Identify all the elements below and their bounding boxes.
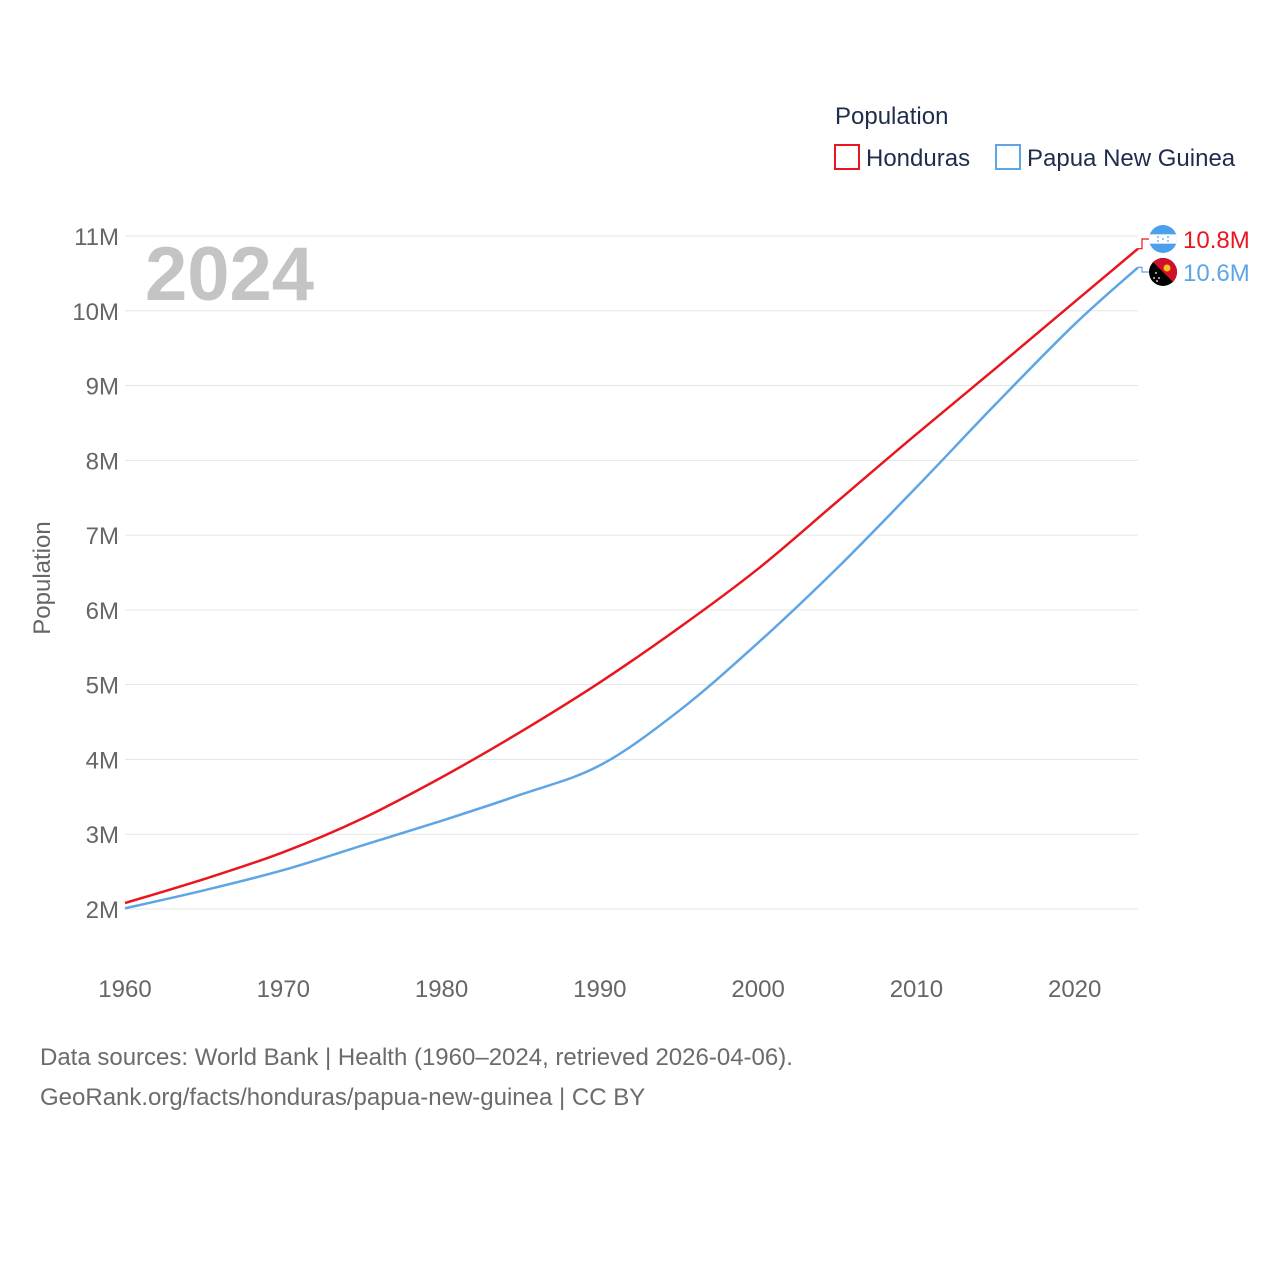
series-lines <box>124 247 1139 910</box>
y-tick-label: 6M <box>86 598 119 625</box>
y-tick-label: 4M <box>86 747 119 774</box>
y-tick-label: 11M <box>74 224 119 251</box>
series-line-honduras[interactable] <box>124 247 1139 905</box>
legend-label-honduras: Honduras <box>866 145 970 172</box>
legend-item-papua-new-guinea[interactable]: Papua New Guinea <box>995 144 1236 172</box>
x-tick-label: 1960 <box>98 976 151 1003</box>
legend-label-papua-new-guinea: Papua New Guinea <box>1027 145 1236 172</box>
data-source-note: Data sources: World Bank | Health (1960–… <box>40 1044 793 1071</box>
legend-title: Population <box>835 103 948 130</box>
y-axis-ticks: 2M 3M 4M 5M 6M 7M 8M 9M 10M 11M <box>72 224 119 924</box>
end-markers: 10.8M 10.6M <box>1138 225 1250 287</box>
x-tick-label: 1970 <box>257 976 310 1003</box>
flag-icon-papua-new-guinea <box>1149 258 1177 286</box>
y-tick-label: 2M <box>86 897 119 924</box>
year-watermark: 2024 <box>145 232 314 317</box>
x-tick-label: 1990 <box>573 976 626 1003</box>
y-tick-label: 8M <box>86 448 119 475</box>
x-tick-label: 1980 <box>415 976 468 1003</box>
y-axis-label: Population <box>29 521 56 634</box>
legend-item-honduras[interactable]: Honduras <box>834 144 970 172</box>
x-tick-label: 2000 <box>731 976 784 1003</box>
end-connector <box>1138 238 1150 250</box>
end-value-papua-new-guinea: 10.6M <box>1183 260 1250 287</box>
source-url[interactable]: GeoRank.org/facts/honduras/papua-new-gui… <box>40 1084 646 1111</box>
legend-swatch-papua-new-guinea <box>995 144 1021 170</box>
gridlines <box>125 235 1138 910</box>
legend-swatch-honduras <box>834 144 860 170</box>
y-tick-label: 5M <box>86 673 119 700</box>
y-tick-label: 7M <box>86 523 119 550</box>
flag-icon-honduras <box>1149 225 1177 253</box>
x-tick-label: 2020 <box>1048 976 1101 1003</box>
y-tick-label: 3M <box>86 822 119 849</box>
series-line-papua-new-guinea[interactable] <box>124 266 1139 910</box>
end-connector <box>1138 266 1150 273</box>
y-tick-label: 9M <box>86 374 119 401</box>
x-axis-ticks: 1960 1970 1980 1990 2000 2010 2020 <box>98 976 1101 1003</box>
legend: Population Honduras Papua New Guinea <box>834 103 1236 172</box>
y-tick-label: 10M <box>72 299 119 326</box>
population-chart: 2M 3M 4M 5M 6M 7M 8M 9M 10M 11M 1960 1970 1980 1990 2… <box>29 103 1250 1003</box>
end-value-honduras: 10.8M <box>1183 227 1250 254</box>
x-tick-label: 2010 <box>890 976 943 1003</box>
